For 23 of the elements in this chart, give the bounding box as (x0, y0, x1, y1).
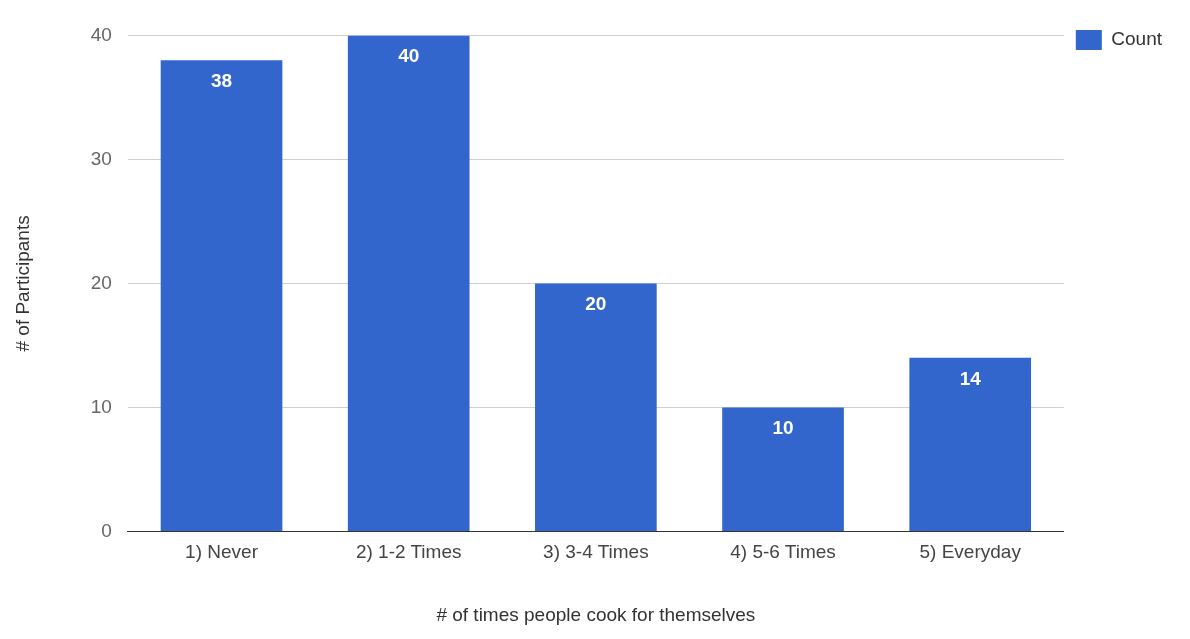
y-tick-label: 0 (101, 519, 112, 541)
data-label: 14 (959, 367, 982, 389)
bar (160, 60, 283, 531)
data-label: 38 (210, 69, 233, 91)
legend-label: Count (1111, 28, 1163, 50)
bar (535, 283, 657, 531)
y-tick-label: 10 (90, 395, 112, 417)
y-tick-label: 30 (90, 147, 112, 169)
x-tick-label: 3) 3-4 Times (543, 541, 649, 563)
bar (722, 407, 844, 531)
y-axis-title: # of Participants (11, 215, 33, 352)
y-tick-label: 40 (90, 23, 112, 45)
data-label: 40 (398, 45, 420, 67)
x-axis-title: # of times people cook for themselves (436, 603, 756, 625)
data-label: 20 (585, 293, 607, 315)
bar (347, 35, 470, 531)
y-tick-label: 20 (90, 271, 112, 293)
x-tick-label: 4) 5-6 Times (730, 541, 836, 563)
x-tick-label: 1) Never (185, 541, 259, 563)
x-tick-label: 5) Everyday (919, 541, 1022, 563)
data-label: 10 (772, 417, 794, 439)
x-tick-label: 2) 1-2 Times (355, 541, 462, 563)
bar (909, 357, 1032, 531)
